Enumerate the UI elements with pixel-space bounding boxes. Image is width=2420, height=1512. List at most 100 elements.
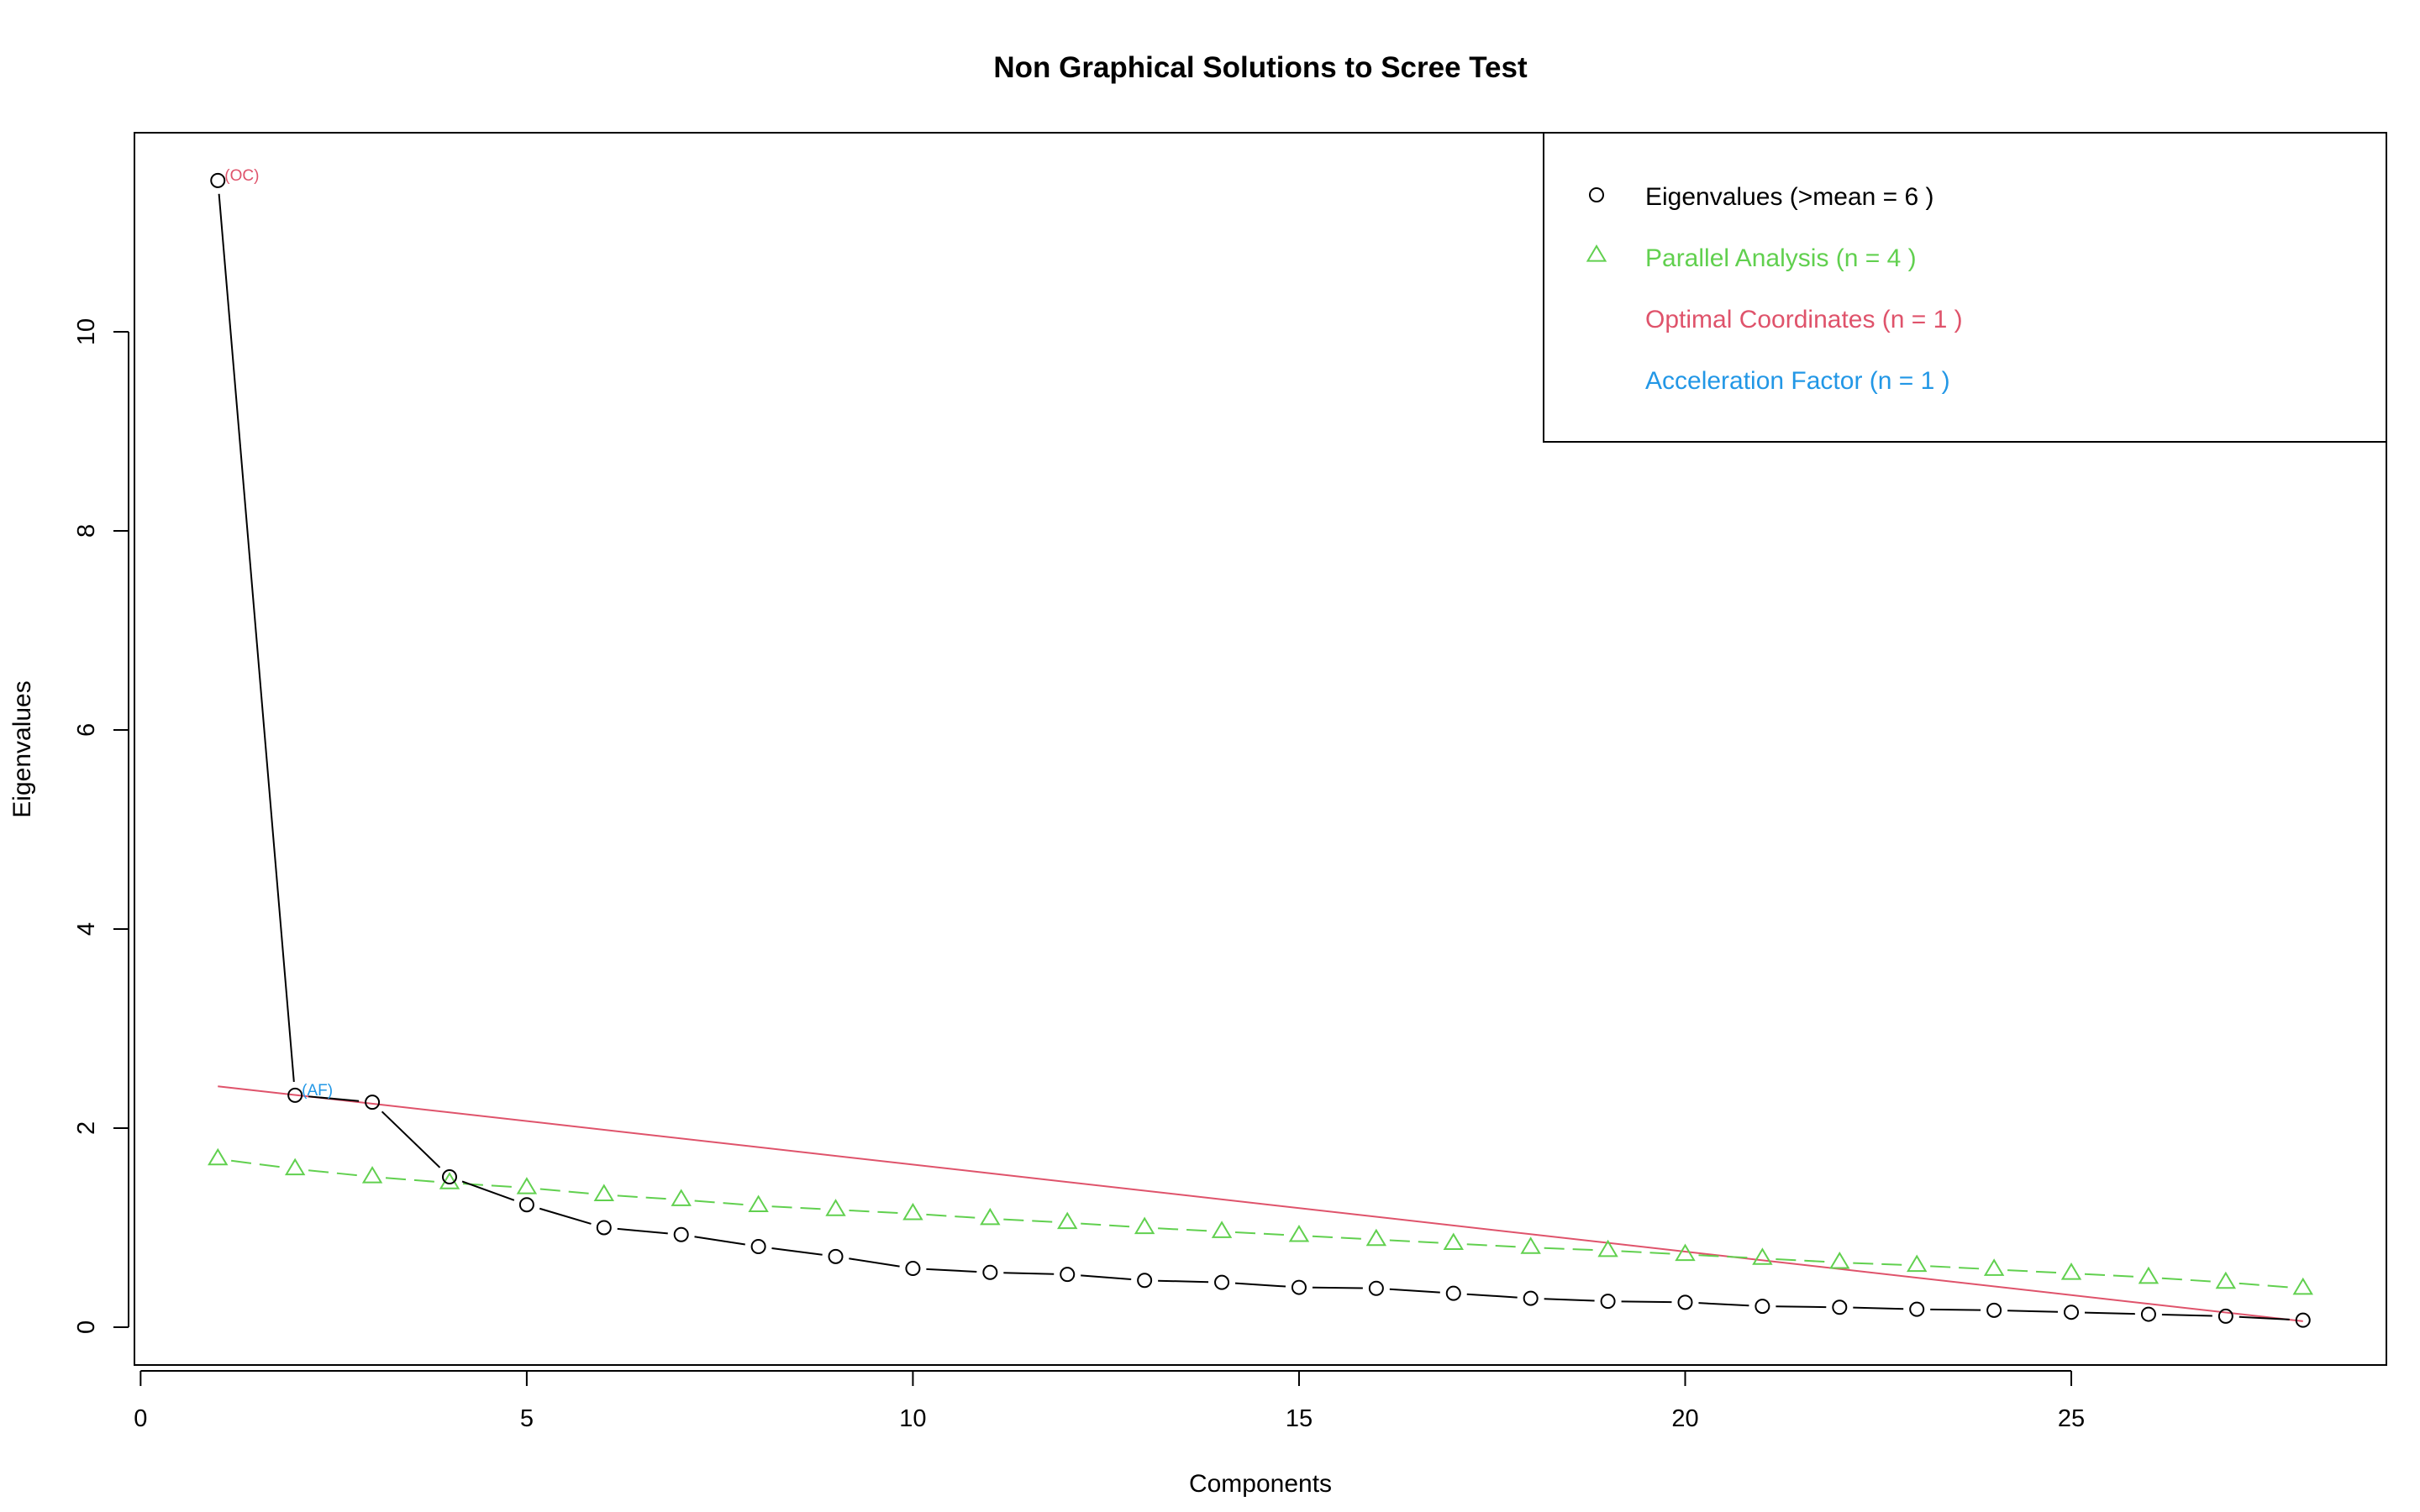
parallel-analysis-segment [231, 1159, 282, 1168]
eigenvalue-point [287, 1087, 303, 1103]
x-tick-label: 5 [520, 1405, 534, 1432]
parallel-analysis-segment [539, 1188, 591, 1194]
eigenvalue-point [1986, 1302, 2002, 1318]
y-tick-label: 8 [73, 524, 100, 538]
eigenvalue-point [1368, 1280, 1384, 1296]
eigenvalue-point [1909, 1301, 1925, 1317]
parallel-analysis-point [1443, 1232, 1464, 1251]
y-tick-label: 2 [73, 1121, 100, 1135]
eigenvalue-segment [694, 1236, 745, 1246]
parallel-analysis-segment [2007, 1269, 2059, 1274]
eigenvalue-segment [617, 1227, 668, 1235]
parallel-analysis-point [1597, 1239, 1618, 1257]
eigenvalue-segment [1234, 1282, 1286, 1288]
parallel-analysis-point [1057, 1211, 1078, 1230]
legend-triangle-icon [1586, 244, 1607, 262]
eigenvalue-point [1600, 1294, 1616, 1310]
eigenvalue-segment [539, 1207, 592, 1225]
eigenvalue-segment [1312, 1286, 1363, 1289]
chart-title: Non Graphical Solutions to Scree Test [993, 51, 1528, 84]
parallel-analysis-segment [1234, 1231, 1286, 1236]
eigenvalue-point [2140, 1306, 2156, 1322]
parallel-analysis-point [2292, 1277, 2313, 1295]
parallel-analysis-point [593, 1184, 614, 1201]
parallel-analysis-point [1520, 1236, 1541, 1254]
eigenvalue-segment [1621, 1300, 1672, 1304]
legend-entry: Eigenvalues (>mean = 6 ) [1645, 183, 1934, 211]
y-tick-label: 6 [73, 723, 100, 737]
eigenvalue-point [1754, 1299, 1770, 1315]
parallel-analysis-segment [1389, 1239, 1440, 1244]
eigenvalue-segment [1003, 1272, 1055, 1275]
eigenvalue-point [1832, 1299, 1848, 1315]
parallel-analysis-segment [849, 1209, 900, 1215]
legend: Eigenvalues (>mean = 6 ) Parallel Analysi… [1543, 132, 2387, 443]
oc-annotation: (OC) [224, 167, 259, 185]
parallel-analysis-segment [1003, 1218, 1055, 1223]
eigenvalue-point [2064, 1305, 2080, 1320]
eigenvalue-segment [2007, 1310, 2059, 1313]
parallel-analysis-segment [1081, 1222, 1132, 1228]
eigenvalue-point [2295, 1312, 2311, 1328]
parallel-analysis-segment [771, 1205, 823, 1210]
eigenvalue-point [1214, 1274, 1230, 1290]
plot-frame [134, 132, 2387, 1366]
eigenvalue-point [1677, 1294, 1693, 1310]
parallel-analysis-segment [926, 1213, 977, 1219]
parallel-analysis-segment [2084, 1273, 2135, 1278]
x-tick-label: 0 [134, 1405, 147, 1432]
eigenvalue-segment [849, 1257, 900, 1268]
optimal-coordinates-line [218, 1085, 2303, 1322]
eigenvalue-point [828, 1248, 844, 1264]
parallel-analysis-point [2215, 1271, 2237, 1289]
eigenvalue-point [982, 1264, 998, 1280]
parallel-analysis-point [2138, 1266, 2160, 1284]
parallel-analysis-segment [1853, 1262, 1904, 1266]
eigenvalue-segment [1698, 1302, 1749, 1307]
eigenvalue-point [1291, 1279, 1307, 1295]
eigenvalue-point [441, 1169, 457, 1185]
eigenvalue-segment [1389, 1288, 1440, 1294]
parallel-analysis-point [1134, 1216, 1155, 1235]
y-tick-label: 10 [73, 318, 100, 345]
af-annotation: (AF) [302, 1082, 333, 1100]
eigenvalue-point [518, 1197, 534, 1213]
parallel-analysis-segment [694, 1200, 745, 1206]
parallel-analysis-point [902, 1202, 923, 1221]
parallel-analysis-segment [2161, 1277, 2212, 1283]
x-axis-label: Components [1189, 1470, 1332, 1498]
eigenvalue-point [1445, 1285, 1461, 1301]
x-axis: 0 5 10 15 20 25 [134, 1370, 2085, 1432]
parallel-analysis-point [1907, 1254, 1928, 1273]
legend-entry: Optimal Coordinates (n = 1 ) [1645, 306, 1963, 333]
parallel-analysis-point [1211, 1221, 1233, 1238]
parallel-analysis-segment [1776, 1258, 1827, 1263]
eigenvalue-segment [1544, 1298, 1595, 1302]
eigenvalue-point [673, 1226, 689, 1242]
eigenvalue-segment [771, 1247, 823, 1256]
parallel-analysis-point [980, 1207, 1001, 1226]
parallel-analysis-segment [1312, 1235, 1363, 1240]
eigenvalue-point [750, 1238, 766, 1254]
legend-entry: Acceleration Factor (n = 1 ) [1645, 367, 1950, 395]
eigenvalue-segment [1853, 1306, 1904, 1310]
parallel-analysis-segment [1158, 1227, 1209, 1232]
parallel-analysis-point [1752, 1247, 1773, 1265]
eigenvalue-segment [1466, 1293, 1518, 1299]
parallel-analysis-point [825, 1199, 846, 1216]
eigenvalue-point [1523, 1290, 1539, 1306]
y-axis-label: Eigenvalues [8, 680, 36, 817]
eigenvalue-segment [2161, 1313, 2212, 1317]
y-axis: 0 2 4 6 8 10 [73, 318, 129, 1334]
eigenvalue-point [905, 1261, 921, 1277]
parallel-analysis-point [671, 1189, 692, 1206]
parallel-analysis-segment [617, 1194, 668, 1200]
legend-box [1543, 132, 2387, 443]
eigenvalue-point [2217, 1308, 2233, 1324]
parallel-analysis-point [1983, 1258, 2005, 1276]
parallel-analysis-segment [1544, 1247, 1595, 1252]
eigenvalue-segment [2084, 1311, 2135, 1315]
parallel-analysis-segment [1698, 1254, 1749, 1259]
eigenvalue-segment [218, 193, 295, 1083]
